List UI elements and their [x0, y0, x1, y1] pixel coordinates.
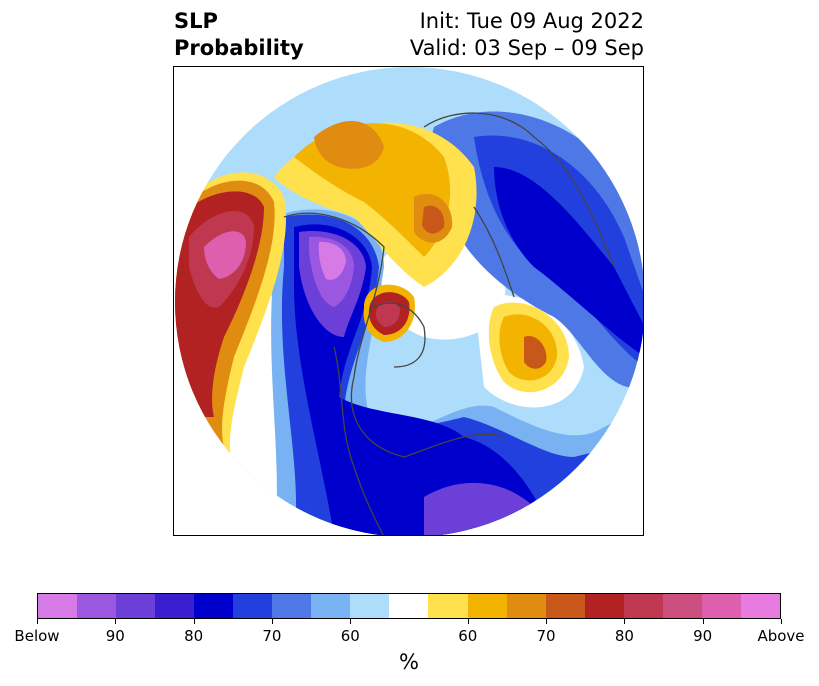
colorbar-unit: %	[399, 650, 419, 674]
colorbar-swatch	[584, 594, 624, 618]
colorbar-tick-mark	[37, 619, 38, 624]
colorbar-tick-mark	[467, 619, 469, 624]
colorbar-swatch	[194, 594, 234, 618]
colorbar-tick-mark	[781, 619, 782, 624]
colorbar-swatch	[272, 594, 312, 618]
colorbar-swatch	[233, 594, 273, 618]
colorbar-swatch	[662, 594, 702, 618]
map-panel	[173, 66, 644, 536]
init-date: Init: Tue 09 Aug 2022	[419, 9, 644, 33]
colorbar-tick-label: 90	[693, 627, 713, 645]
colorbar-swatch	[428, 594, 468, 618]
title-left: SLP Probability	[174, 8, 304, 62]
colorbar-tick-mark	[115, 619, 117, 624]
colorbar-tick-mark	[193, 619, 195, 624]
title-subtitle: Probability	[174, 36, 304, 60]
colorbar-swatch	[350, 594, 390, 618]
colorbar-tick-label: 90	[105, 627, 125, 645]
colorbar-tick-mark	[271, 619, 273, 624]
colorbar-tick-label: Above	[757, 627, 805, 645]
colorbar	[37, 593, 781, 619]
colorbar-tick-label: 80	[614, 627, 634, 645]
title-variable: SLP	[174, 9, 218, 33]
colorbar-tick-mark	[350, 619, 352, 624]
colorbar-swatch	[389, 594, 429, 618]
colorbar-swatch	[77, 594, 117, 618]
colorbar-swatch	[155, 594, 195, 618]
colorbar-swatch	[311, 594, 351, 618]
colorbar-tick-label: 80	[184, 627, 204, 645]
probability-map	[175, 67, 643, 535]
colorbar-tick-label: Below	[14, 627, 60, 645]
colorbar-swatch	[545, 594, 585, 618]
colorbar-tick-label: 70	[536, 627, 556, 645]
colorbar-tick-mark	[546, 619, 548, 624]
valid-range: Valid: 03 Sep – 09 Sep	[409, 36, 644, 60]
colorbar-swatch	[506, 594, 546, 618]
colorbar-swatch	[701, 594, 741, 618]
colorbar-swatch	[740, 594, 780, 618]
colorbar-swatch	[116, 594, 156, 618]
colorbar-tick-label: 60	[340, 627, 360, 645]
colorbar-tick-label: 60	[458, 627, 478, 645]
colorbar-swatch	[38, 594, 78, 618]
colorbar-tick-mark	[702, 619, 704, 624]
title-right: Init: Tue 09 Aug 2022 Valid: 03 Sep – 09…	[410, 8, 644, 62]
colorbar-tick-mark	[624, 619, 626, 624]
colorbar-tick-label: 70	[262, 627, 282, 645]
colorbar-swatch	[623, 594, 663, 618]
colorbar-swatch	[467, 594, 507, 618]
